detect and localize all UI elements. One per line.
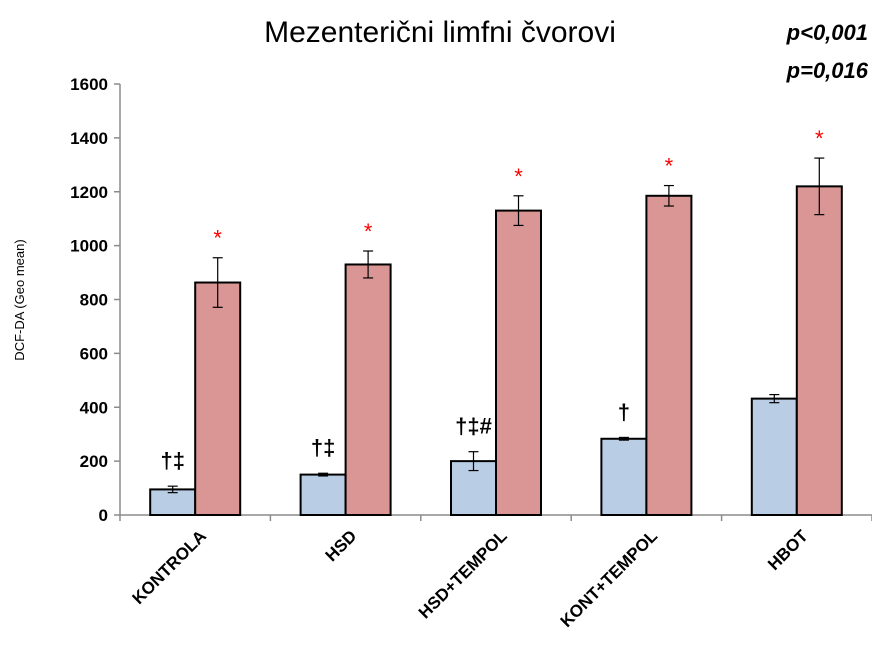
bar — [645, 194, 693, 516]
y-tick-label: 1000 — [70, 237, 108, 256]
significance-star: * — [815, 126, 824, 151]
significance-star: * — [514, 164, 523, 189]
bar — [194, 281, 242, 517]
x-tick-label: HBOT — [764, 526, 812, 574]
significance-star: * — [665, 154, 674, 179]
y-tick-label: 0 — [99, 506, 108, 525]
bar — [495, 209, 542, 516]
bar — [299, 473, 347, 516]
p-value-1: p<0,001 — [786, 20, 868, 45]
significance-marker: †‡# — [455, 414, 492, 439]
bar — [750, 397, 798, 517]
y-tick-label: 1200 — [70, 183, 108, 202]
bar — [795, 185, 843, 517]
p-value-2: p=0,016 — [786, 58, 869, 83]
y-tick-label: 200 — [80, 452, 108, 471]
x-tick-label: HSD — [322, 526, 361, 565]
y-tick-label: 400 — [80, 398, 108, 417]
plot-area: 0 200 400 600 800 1000 1200 1400 1600 KONTROLA HSD… — [70, 75, 872, 631]
chart-title: Mezenterični limfni čvorovi — [264, 16, 616, 49]
y-tick-label: 1600 — [70, 75, 108, 94]
bar — [600, 437, 648, 516]
significance-marker: † — [618, 399, 630, 424]
bar — [344, 263, 392, 517]
y-tick-label: 600 — [80, 344, 108, 363]
significance-star: * — [213, 226, 222, 251]
x-tick-label: HSD+TEMPOL — [415, 526, 511, 622]
bar — [149, 488, 197, 516]
x-tick-label: KONTROLA — [128, 526, 210, 608]
significance-marker: †‡ — [160, 448, 184, 473]
x-tick-label: KONT+TEMPOL — [557, 526, 662, 631]
y-tick-label: 1400 — [70, 129, 108, 148]
y-tick-label: 800 — [80, 291, 108, 310]
significance-marker: †‡ — [311, 435, 335, 460]
significance-star: * — [364, 219, 373, 244]
y-axis-label: DCF-DA (Geo mean) — [12, 239, 27, 360]
